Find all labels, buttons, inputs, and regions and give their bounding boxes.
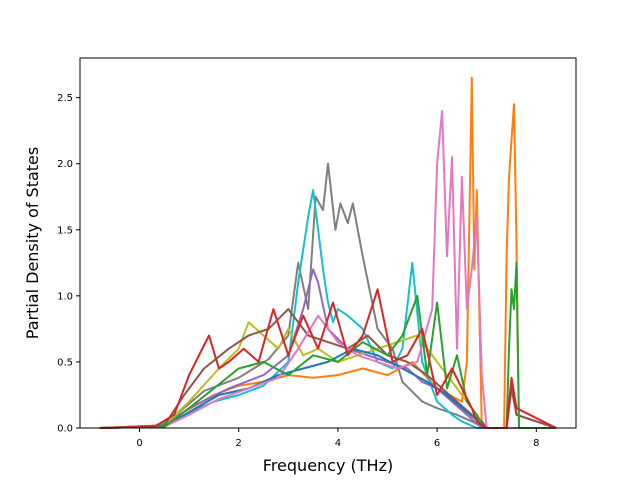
series-line-3 — [99, 189, 557, 429]
series-line-8 — [99, 109, 557, 429]
x-axis: 0 2 4 6 8 — [136, 428, 540, 449]
x-tick-label: 0 — [136, 438, 142, 449]
series-line-4 — [99, 268, 557, 429]
plot-frame — [79, 57, 577, 429]
y-tick-label: 0.0 — [57, 424, 73, 435]
series-line-2 — [99, 76, 557, 429]
y-tick-label: 0.5 — [57, 357, 73, 368]
series-line-7 — [99, 347, 557, 429]
x-tick-label: 8 — [533, 438, 539, 449]
y-tick-label: 1.0 — [57, 291, 73, 302]
y-axis: 0.0 0.5 1.0 1.5 2.0 2.5 — [57, 93, 80, 435]
x-tick-label: 4 — [335, 438, 341, 449]
y-tick-label: 2.0 — [57, 159, 73, 170]
y-tick-label: 2.5 — [57, 93, 73, 104]
series-line-10 — [99, 288, 557, 429]
series-layer — [99, 76, 557, 429]
series-line-5 — [99, 321, 557, 429]
x-axis-label: Frequency (THz) — [263, 456, 393, 475]
x-tick-label: 2 — [236, 438, 242, 449]
y-axis-label: Partial Density of States — [23, 147, 42, 339]
y-tick-label: 1.5 — [57, 225, 73, 236]
series-line-9 — [99, 261, 557, 429]
x-tick-label: 6 — [434, 438, 440, 449]
